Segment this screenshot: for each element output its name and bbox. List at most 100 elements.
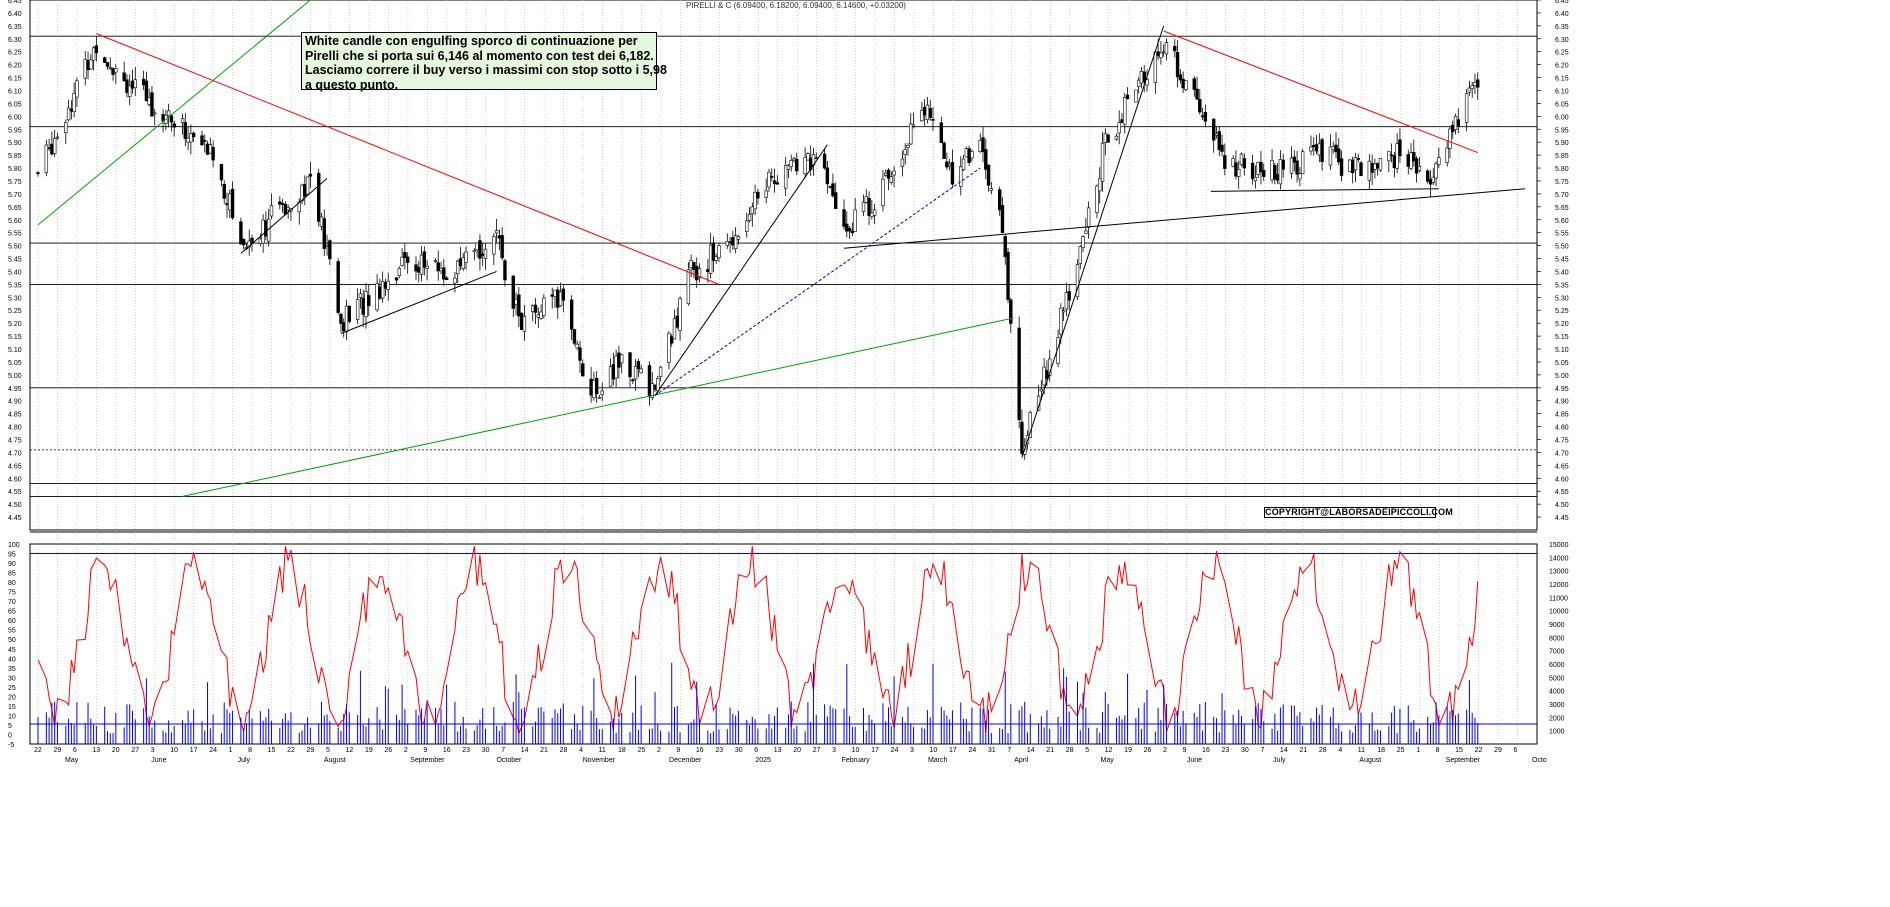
date-tick-label: 9 [676,747,680,754]
month-label: August [1359,757,1381,764]
volume-tick-label: 4000 [1549,689,1565,696]
volume-tick-label: 5000 [1549,675,1565,682]
candle-body [497,235,502,239]
copyright-label: COPYRIGHT@LABORSADEIPICCOLI.COM [1264,507,1453,518]
candle-body [814,157,818,160]
candle-body [1100,142,1105,182]
chart-header: PIRELLI & C (6.09400, 6.18200, 6.09400, … [686,1,906,10]
candle-body [1273,164,1277,180]
candle-body [1389,154,1394,157]
candle-body [1161,51,1166,54]
candle-body [822,153,827,169]
candle-body [55,136,60,139]
candle-body [1281,159,1285,170]
date-tick-label: 16 [696,747,704,754]
candle-body [328,240,332,260]
candle-body [656,378,660,392]
candle-body [36,172,40,174]
candle-body [1406,154,1410,167]
candle-body [1453,115,1458,130]
date-tick-label: 5 [1085,747,1089,754]
candle-body [1059,307,1063,335]
candle-body [539,311,543,319]
candle-body [444,277,449,281]
price-tick-label-right: 4.55 [1555,489,1569,496]
price-tick-label-right: 6.35 [1555,24,1569,31]
date-tick-label: 22 [287,747,295,754]
date-tick-label: 13 [92,747,100,754]
candle-body [970,151,974,159]
candle-body [144,80,149,102]
candle-body [892,170,896,176]
volume-tick-label: 9000 [1549,622,1565,629]
price-tick-label-left: 5.70 [8,192,22,199]
candle-body [1259,161,1263,173]
date-tick-label: 15 [1455,747,1463,754]
candle-body [283,204,288,215]
candle-body [542,297,546,316]
candle-body [203,140,207,142]
month-label: May [65,757,79,764]
candle-body [736,236,741,240]
price-tick-label-right: 5.85 [1555,153,1569,160]
price-tick-label-left: 4.45 [8,515,22,522]
candle-body [1156,51,1160,57]
oscillator-tick-label: 85 [8,571,16,578]
price-tick-label-right: 6.20 [1555,63,1569,70]
candle-body [697,268,702,279]
oscillator-tick-label: 70 [8,599,16,606]
candle-body [94,45,99,54]
candle-body [1081,236,1085,248]
candle-body [1317,143,1322,156]
candle-body [347,305,351,322]
candle-body [909,123,913,145]
candle-body [1312,144,1316,147]
date-tick-label: 10 [930,747,938,754]
candle-body [191,132,196,138]
candle-body [1314,144,1319,152]
candle-body [561,288,566,301]
price-tick-label-right: 5.00 [1555,373,1569,380]
candle-body [1217,131,1221,151]
analysis-note: White candle con engulfing sporco di con… [301,32,667,92]
candle-body [378,286,382,299]
candle-body [706,269,710,272]
candle-body [1125,94,1130,100]
price-tick-label-right: 5.45 [1555,257,1569,264]
candle-body [1434,163,1438,179]
candle-body [1234,162,1238,177]
trendline [340,270,497,334]
candle-body [1020,421,1024,454]
trendline [240,178,328,254]
note-line: Pirelli che si porta sui 6,146 al moment… [305,48,654,63]
candle-layer [36,36,1480,460]
candle-body [222,183,226,199]
price-tick-label-left: 5.05 [8,360,22,367]
candle-body [472,250,477,253]
candle-body [1298,173,1302,180]
candle-body [861,201,866,212]
candle-body [50,143,54,155]
oscillator-tick-label: 90 [8,561,16,568]
candle-body [864,196,868,203]
candle-body [433,260,438,262]
candle-body [1153,51,1158,83]
candle-body [1373,163,1377,170]
date-tick-label: 1 [1416,747,1420,754]
candle-body [475,242,479,250]
candle-body [75,80,79,98]
oscillator-tick-label: 60 [8,618,16,625]
oscillator-tick-label: 80 [8,580,16,587]
candle-body [122,72,126,82]
candle-body [478,240,482,259]
candle-body [439,267,443,271]
candle-body [517,294,521,317]
date-tick-label: 22 [1475,747,1483,754]
candle-body [1398,139,1402,157]
date-tick-label: 13 [774,747,782,754]
month-label: August [324,757,346,764]
candle-body [803,157,807,175]
candle-body [1114,135,1119,140]
candle-body [756,191,760,199]
candle-body [86,60,90,71]
